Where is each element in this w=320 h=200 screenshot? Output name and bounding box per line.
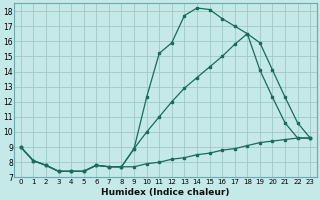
X-axis label: Humidex (Indice chaleur): Humidex (Indice chaleur) xyxy=(101,188,230,197)
